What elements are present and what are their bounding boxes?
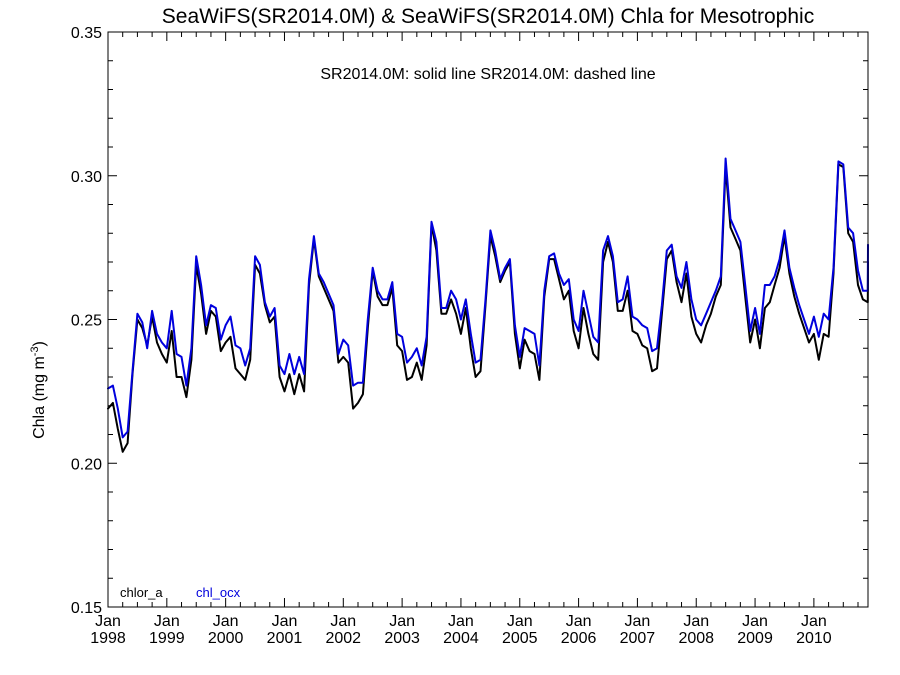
x-tick-label-year: 1998: [90, 630, 126, 647]
x-tick-label-month: Jan: [272, 613, 298, 630]
x-tick-label-month: Jan: [801, 613, 827, 630]
y-axis-label-end: ): [31, 341, 48, 346]
x-tick-label-month: Jan: [154, 613, 180, 630]
y-tick-label: 0.35: [71, 25, 102, 42]
x-tick-label-year: 1999: [149, 630, 185, 647]
y-tick-label: 0.15: [71, 600, 102, 617]
legend-chl-ocx: chl_ocx: [196, 585, 241, 600]
x-tick-label-year: 2007: [620, 630, 656, 647]
series-line-chlor-a: [107, 163, 869, 453]
x-tick-label-month: Jan: [213, 613, 239, 630]
x-tick-label-month: Jan: [95, 613, 121, 630]
y-axis-label-superscript: -3: [29, 346, 41, 356]
x-tick-label-year: 2000: [208, 630, 244, 647]
x-tick-label-year: 2002: [325, 630, 361, 647]
x-tick-label-year: 2004: [443, 630, 479, 647]
x-tick-label-month: Jan: [625, 613, 651, 630]
series-layer: [107, 157, 869, 453]
chart-subtitle: SR2014.0M: solid line SR2014.0M: dashed …: [320, 66, 655, 83]
x-axis-ticks: Jan1998Jan1999Jan2000Jan2001Jan2002Jan20…: [90, 32, 859, 647]
y-axis-label-main: Chla (mg m: [31, 356, 48, 439]
legend-chlor-a: chlor_a: [120, 585, 163, 600]
x-tick-label-month: Jan: [389, 613, 415, 630]
x-tick-label-year: 2010: [796, 630, 832, 647]
y-tick-label: 0.20: [71, 456, 102, 473]
chart-title: SeaWiFS(SR2014.0M) & SeaWiFS(SR2014.0M) …: [162, 5, 814, 28]
x-tick-label-year: 2003: [384, 630, 420, 647]
x-tick-label-year: 2005: [502, 630, 538, 647]
y-tick-label: 0.30: [71, 169, 102, 186]
series-line-chl-ocx: [107, 157, 869, 439]
x-tick-label-month: Jan: [566, 613, 592, 630]
y-tick-label: 0.25: [71, 313, 102, 330]
x-tick-label-month: Jan: [683, 613, 709, 630]
x-tick-label-month: Jan: [742, 613, 768, 630]
x-tick-label-year: 2006: [561, 630, 597, 647]
x-tick-label-year: 2001: [267, 630, 303, 647]
x-tick-label-year: 2009: [737, 630, 773, 647]
x-tick-label-month: Jan: [330, 613, 356, 630]
x-tick-label-month: Jan: [507, 613, 533, 630]
plot-frame: [107, 31, 869, 608]
x-tick-label-month: Jan: [448, 613, 474, 630]
x-tick-label-year: 2008: [678, 630, 714, 647]
y-axis-ticks: 0.15 0.20 0.25 0.30 0.35: [71, 25, 868, 617]
y-axis-label: Chla (mg m-3): [29, 341, 48, 439]
